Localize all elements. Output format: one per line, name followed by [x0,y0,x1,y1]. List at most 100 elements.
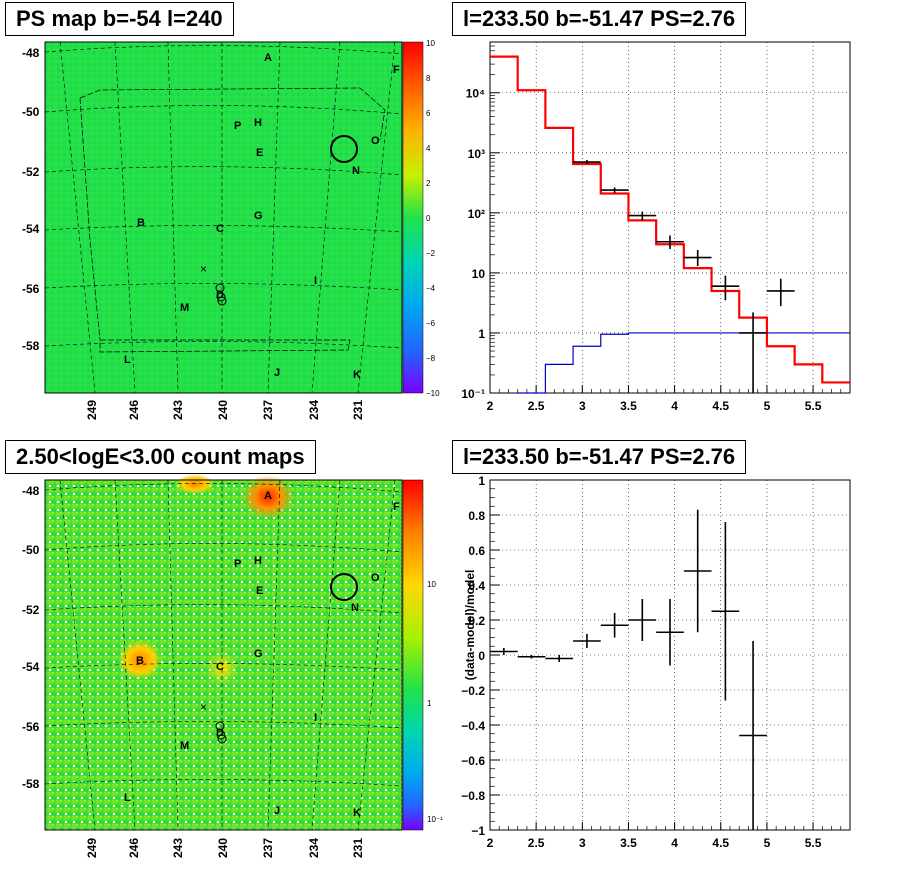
source-label-B: B [136,655,144,667]
source-label-E: E [256,585,263,597]
y-tick-label: −0.8 [461,789,485,803]
lat-tick: -58 [22,777,40,791]
source-label-K: K [353,369,361,381]
lat-tick: -56 [22,720,40,734]
spectrum-plot: 2 2.5 3 3.5 4 4.5 5 5.5 10⁻¹ 1 10 10² 10³ 10⁴ [461,41,851,413]
target-cross-marker: × [200,262,207,276]
x-tick-label: 5 [764,399,771,413]
ps-colorbar [402,41,424,394]
source-label-O: O [371,135,380,147]
plot-frame [489,41,851,394]
source-label-H: H [254,555,262,567]
lat-tick: -50 [22,543,40,557]
x-tick-label: 3 [579,399,586,413]
count-colorbar [402,479,424,831]
count-map-title: 2.50<logE<3.00 count maps [5,440,316,474]
target-circle [330,573,358,601]
source-label-E: E [256,147,263,159]
source-label-N: N [351,602,359,614]
target-cross-marker: × [200,700,207,714]
y-tick-label: 1 [478,474,485,488]
x-tick-label: 2.5 [528,399,545,413]
source-label-J: J [274,805,280,817]
lat-tick: -52 [22,165,40,179]
source-label-A: A [264,490,272,502]
lon-tick: 243 [171,400,185,420]
ps-map-image [45,42,402,393]
source-label-K: K [353,807,361,819]
y-tick-label: 10⁻¹ [461,387,485,401]
lon-tick: 231 [351,838,365,858]
ps-map-lat-ticks: -48 -50 -52 -54 -56 -58 [22,46,40,353]
x-tick-label: 4 [671,399,678,413]
lon-tick: 231 [351,400,365,420]
source-label-M: M [180,302,189,314]
source-label-P: P [234,120,241,132]
source-label-C: C [216,661,224,673]
source-label-G: G [254,648,263,660]
x-tick-label: 4.5 [712,399,729,413]
y-tick-label: 0.8 [468,509,485,523]
source-label-H: H [254,117,262,129]
ps-colorbar-ticks: 10 8 6 4 2 0 −2 −4 −6 −8 −10 [426,39,440,398]
source-cluster-markers [215,721,227,744]
y-tick-label: −1 [471,824,485,838]
residual-plot: 2 2.5 3 3.5 4 4.5 5 5.5 −1 −0.8 −0.6 −0.4 −0.2 0 0.2 0.… [461,474,851,850]
x-tick-label: 5.5 [805,399,822,413]
lat-tick: -48 [22,484,40,498]
source-label-D: D [216,289,224,301]
y-tick-label: 10 [472,267,486,281]
colorbar-tick: 2 [426,179,431,188]
x-tick-label: 3 [579,836,586,850]
x-tick-label: 4.5 [712,836,729,850]
colorbar-tick: 6 [426,109,431,118]
source-label-A: A [264,52,272,64]
count-map-lat-ticks: -48 -50 -52 -54 -56 -58 [22,484,40,791]
x-tick-label: 4 [671,836,678,850]
y-tick-label: 10⁴ [466,87,485,101]
source-label-O: O [371,572,380,584]
colorbar-tick: −6 [426,319,436,328]
source-label-G: G [254,210,263,222]
colorbar-tick: 10⁻¹ [427,815,443,824]
y-tick-label: 10² [468,207,485,221]
y-tick-label: −0.2 [461,684,485,698]
ps-map-lon-ticks: 249 246 243 240 237 234 231 [85,400,365,420]
target-circle [330,135,358,163]
ps-map-source-labels: A F O P H E N B C G D I M L J K [124,52,400,381]
y-tick-label: 0 [478,649,485,663]
y-tick-label: 0.4 [468,579,485,593]
lon-tick: 246 [127,838,141,858]
lat-tick: -52 [22,603,40,617]
source-label-L: L [124,354,131,366]
ps-map-roi-boundary [79,87,386,353]
lon-tick: 234 [307,838,321,858]
lon-tick: 243 [171,838,185,858]
colorbar-tick: −8 [426,354,436,363]
series-step-line [517,332,850,394]
colorbar-tick: 1 [427,699,432,708]
colorbar-tick: −2 [426,249,436,258]
source-label-I: I [314,712,317,724]
lon-tick: 237 [261,400,275,420]
source-label-I: I [314,275,317,287]
source-label-F: F [393,64,400,76]
spectrum-title: l=233.50 b=-51.47 PS=2.76 [452,2,747,36]
y-tick-label: 10³ [468,147,485,161]
lat-tick: -50 [22,105,40,119]
x-tick-label: 5.5 [805,836,822,850]
x-tick-label: 3.5 [620,836,637,850]
source-label-J: J [274,367,280,379]
lon-tick: 237 [261,838,275,858]
source-label-P: P [234,558,241,570]
x-tick-label: 3.5 [620,399,637,413]
colorbar-tick: 8 [426,74,431,83]
y-tick-label: 0.6 [468,544,485,558]
count-map-lon-ticks: 249 246 243 240 237 234 231 [85,838,365,858]
y-axis-label: (data-model)/model [463,570,477,681]
colorbar-tick: 0 [426,214,431,223]
y-tick-label: −0.4 [461,719,485,733]
ps-map-grid [44,41,403,394]
source-label-D: D [216,727,224,739]
residual-title: l=233.50 b=-51.47 PS=2.76 [452,440,747,474]
